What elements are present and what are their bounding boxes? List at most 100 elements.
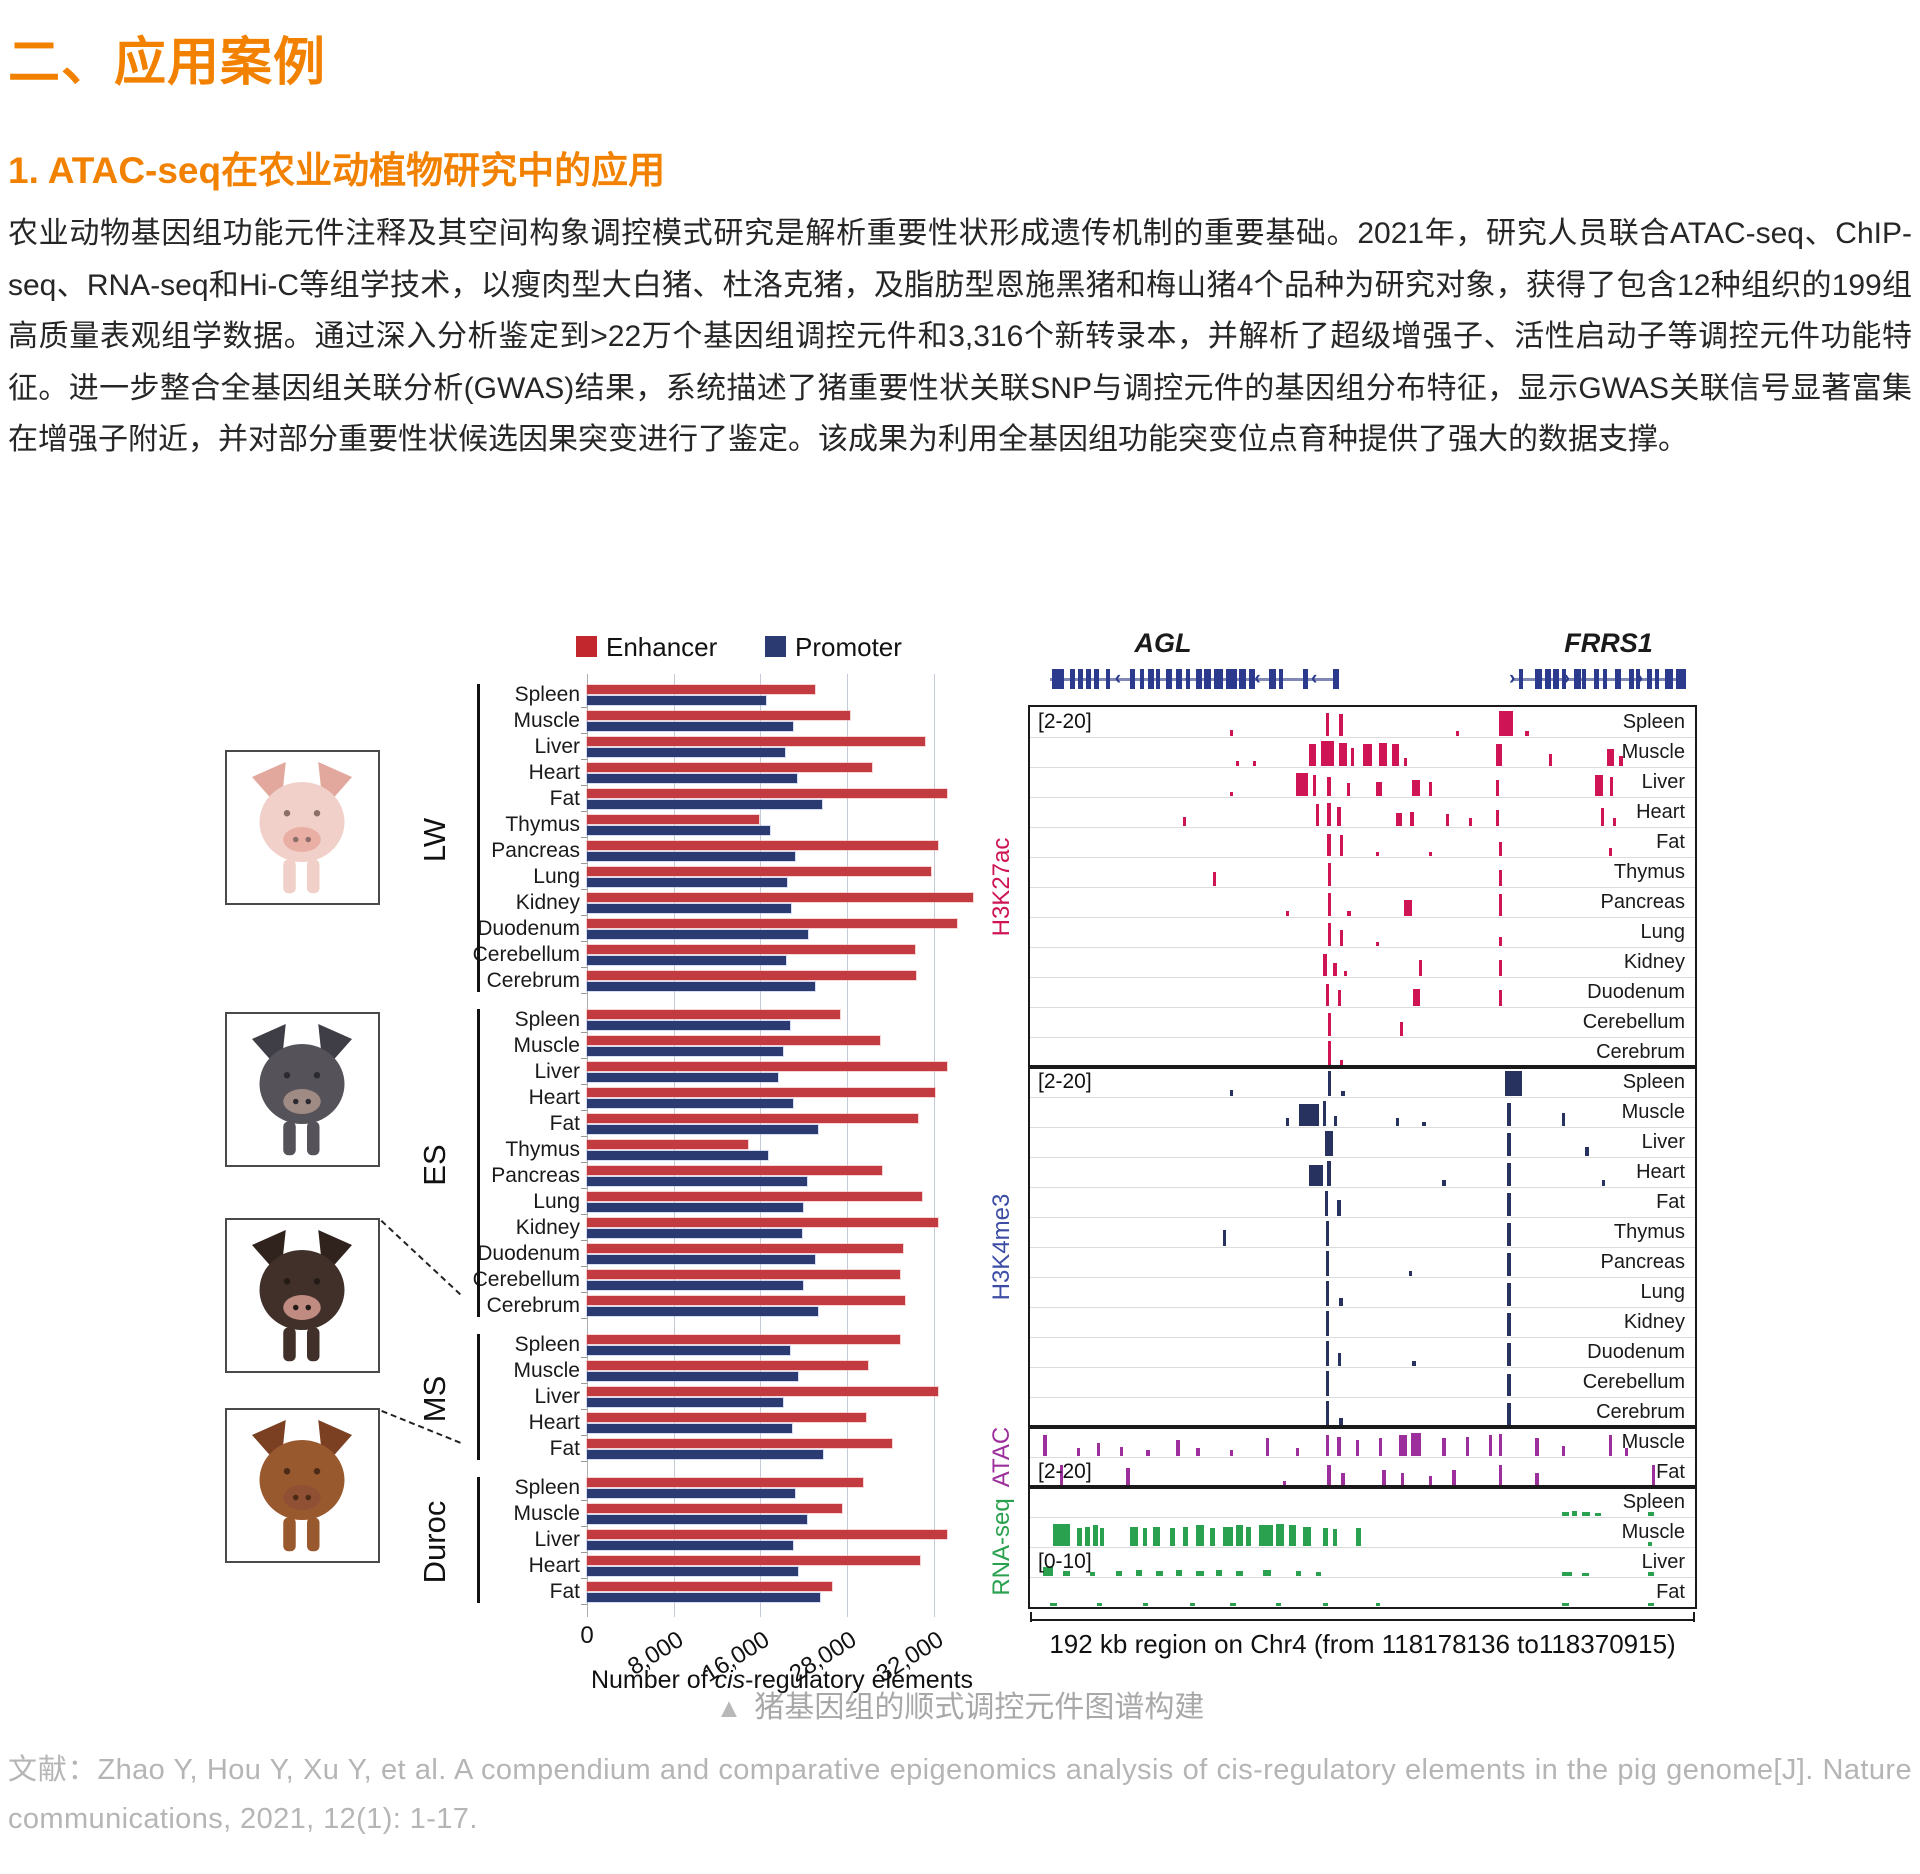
- signal-peak: [1325, 1221, 1330, 1246]
- enhancer-bar: [587, 763, 873, 772]
- enhancer-bar: [587, 971, 917, 980]
- signal-peak: [1562, 1445, 1566, 1456]
- body-paragraph: 农业动物基因组功能元件注释及其空间构象调控模式研究是解析重要性状形成遗传机制的重…: [8, 217, 1912, 456]
- row-separator: [1030, 1097, 1695, 1098]
- gene-strand-arrow-icon: ‹: [1058, 668, 1065, 689]
- gene-exon: [1106, 669, 1111, 689]
- signal-peak: [1607, 749, 1614, 766]
- axis-tick: [581, 785, 587, 786]
- signal-peak: [1507, 1222, 1511, 1246]
- promoter-bar: [587, 878, 788, 887]
- browser-scale-tick-right: [1693, 1612, 1695, 1622]
- signal-peak: [1143, 1602, 1149, 1606]
- gene-exon: [1553, 669, 1559, 689]
- figure-caption: ▲ 猪基因组的顺式调控元件图谱构建: [0, 1682, 1920, 1726]
- signal-peak: [1333, 1115, 1338, 1126]
- signal-peak: [1507, 1402, 1511, 1426]
- bar-row-tissue-label: Pancreas: [491, 1164, 580, 1187]
- signal-peak: [1452, 1470, 1456, 1486]
- signal-peak: [1096, 1443, 1100, 1456]
- gene-exon: [1655, 669, 1660, 689]
- signal-peak: [1296, 1448, 1300, 1456]
- track-block-border-atac: [1028, 1425, 1697, 1489]
- signal-peak: [1309, 743, 1316, 766]
- enhancer-bar: [587, 685, 815, 694]
- bar-row-tissue-label: Thymus: [505, 1138, 580, 1161]
- enhancer-bar: [587, 919, 957, 928]
- track-range-label-rna-seq: [0-10]: [1038, 1550, 1092, 1573]
- signal-peak: [1498, 893, 1503, 916]
- bar-row-tissue-label: Heart: [528, 1411, 580, 1434]
- track-tissue-label: Duodenum: [1587, 981, 1685, 1003]
- gene-exon: [1279, 669, 1284, 689]
- signal-peak: [1548, 754, 1552, 766]
- track-tissue-label: Pancreas: [1600, 1251, 1686, 1273]
- signal-peak: [1498, 1433, 1503, 1456]
- row-separator: [1030, 1007, 1695, 1008]
- promoter-bar: [587, 1281, 803, 1290]
- signal-peak: [1325, 1341, 1330, 1366]
- track-block-border-h3k27ac: [1028, 705, 1697, 1069]
- row-separator: [1030, 827, 1695, 828]
- signal-peak: [1212, 871, 1217, 886]
- signal-peak: [1535, 1437, 1539, 1456]
- signal-peak: [1488, 1435, 1493, 1456]
- bar-row-tissue-label: Spleen: [514, 1476, 580, 1499]
- promoter-bar: [587, 1203, 803, 1212]
- signal-peak: [1100, 1527, 1105, 1546]
- enhancer-bar: [587, 1192, 922, 1201]
- signal-peak: [1375, 781, 1383, 796]
- axis-tick: [581, 1461, 587, 1462]
- signal-peak: [1401, 1473, 1405, 1486]
- gene-exon: [1269, 669, 1277, 689]
- signal-peak: [1442, 1179, 1446, 1186]
- signal-peak: [1229, 1449, 1233, 1456]
- promoter-bar: [587, 1450, 824, 1459]
- row-separator: [1030, 1577, 1695, 1578]
- pig-photo-ms: [225, 1218, 380, 1373]
- signal-peak: [1419, 960, 1423, 976]
- enhancer-bar: [587, 1387, 939, 1396]
- gene-exon: [1176, 669, 1182, 689]
- row-separator: [1030, 857, 1695, 858]
- signal-peak: [1327, 1161, 1331, 1186]
- signal-peak: [1648, 1512, 1654, 1516]
- gene-exon: [1148, 669, 1154, 689]
- bar-row-tissue-label: Thymus: [505, 813, 580, 836]
- axis-tick: [581, 915, 587, 916]
- track-tissue-label: Fat: [1656, 1461, 1685, 1483]
- axis-tick: [581, 1578, 587, 1579]
- bar-row-tissue-label: Spleen: [514, 1333, 580, 1356]
- track-range-label-atac: [2-20]: [1038, 1460, 1092, 1483]
- gene-exon: [1156, 669, 1161, 689]
- bar-row-tissue-label: Liver: [534, 1385, 580, 1408]
- signal-peak: [1236, 1570, 1243, 1576]
- gene-exon: [1593, 669, 1600, 689]
- pig-illustration-es: [252, 1024, 352, 1156]
- track-tissue-label: Fat: [1656, 831, 1685, 853]
- signal-peak: [1350, 747, 1354, 766]
- row-separator: [1030, 1457, 1695, 1458]
- signal-peak: [1648, 1572, 1654, 1576]
- gene-exon: [1166, 669, 1172, 689]
- gene-exon: [1535, 669, 1543, 689]
- track-tissue-label: Cerebellum: [1582, 1371, 1685, 1393]
- enhancer-bar: [587, 1439, 892, 1448]
- signal-peak: [1581, 1512, 1590, 1516]
- signal-peak: [1296, 772, 1308, 796]
- signal-peak: [1063, 1570, 1070, 1576]
- promoter-bar: [587, 982, 815, 991]
- signal-peak: [1413, 989, 1420, 1006]
- legend-promoter-swatch: [765, 636, 786, 657]
- signal-peak: [1327, 833, 1331, 856]
- track-group-label-atac: ATAC: [988, 1426, 1015, 1488]
- signal-peak: [1302, 1526, 1311, 1546]
- enhancer-bar: [587, 1270, 901, 1279]
- signal-peak: [1325, 1281, 1330, 1306]
- gene-exon: [1226, 669, 1237, 689]
- signal-peak: [1116, 1570, 1122, 1576]
- bar-row-tissue-label: Muscle: [513, 1502, 580, 1525]
- gene-exon: [1077, 669, 1084, 689]
- signal-peak: [1339, 713, 1343, 736]
- enhancer-bar: [587, 815, 760, 824]
